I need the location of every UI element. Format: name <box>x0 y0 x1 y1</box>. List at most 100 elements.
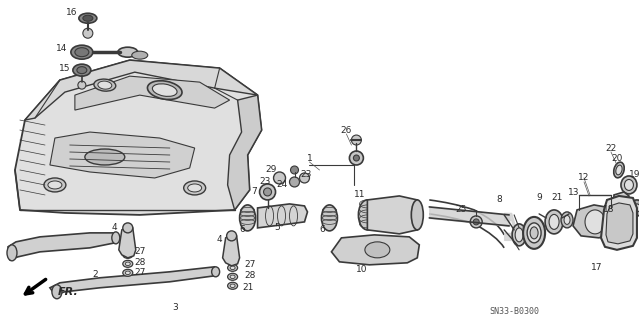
Polygon shape <box>75 76 230 110</box>
Text: 5: 5 <box>275 223 280 232</box>
Polygon shape <box>15 60 262 215</box>
Circle shape <box>349 151 364 165</box>
Ellipse shape <box>630 200 640 216</box>
Polygon shape <box>573 205 617 238</box>
Ellipse shape <box>7 245 17 261</box>
Ellipse shape <box>147 81 182 100</box>
Text: 22: 22 <box>605 144 616 152</box>
Text: 21: 21 <box>552 193 563 203</box>
Text: 14: 14 <box>56 44 68 53</box>
Text: 1: 1 <box>307 153 312 162</box>
Ellipse shape <box>321 205 337 231</box>
Text: 26: 26 <box>340 126 352 135</box>
Circle shape <box>353 155 360 161</box>
Circle shape <box>264 188 271 196</box>
Ellipse shape <box>123 269 132 276</box>
Ellipse shape <box>125 271 131 275</box>
Ellipse shape <box>230 275 235 278</box>
Ellipse shape <box>94 79 116 91</box>
Text: 18: 18 <box>604 205 615 214</box>
Text: FR.: FR. <box>58 287 79 297</box>
Circle shape <box>78 81 86 89</box>
Text: 12: 12 <box>579 174 589 182</box>
Text: 23: 23 <box>259 177 270 187</box>
Ellipse shape <box>125 253 131 256</box>
Text: 2: 2 <box>92 270 98 279</box>
Ellipse shape <box>527 223 541 243</box>
Ellipse shape <box>545 210 563 234</box>
Polygon shape <box>257 204 307 228</box>
Ellipse shape <box>77 67 87 74</box>
Ellipse shape <box>79 13 97 23</box>
Ellipse shape <box>73 64 91 76</box>
Text: 17: 17 <box>591 263 603 272</box>
Ellipse shape <box>561 212 573 228</box>
Text: SN33-B0300: SN33-B0300 <box>489 307 539 316</box>
Polygon shape <box>601 196 637 250</box>
Ellipse shape <box>85 149 125 165</box>
Text: 10: 10 <box>356 265 367 274</box>
Ellipse shape <box>616 165 622 175</box>
Text: 9: 9 <box>536 193 542 203</box>
Ellipse shape <box>515 228 523 242</box>
Text: 28: 28 <box>244 271 255 280</box>
Ellipse shape <box>75 48 89 57</box>
Ellipse shape <box>228 282 237 289</box>
Text: 23: 23 <box>301 170 312 180</box>
Text: 6: 6 <box>319 226 325 234</box>
Ellipse shape <box>112 232 120 244</box>
Text: 27: 27 <box>134 268 145 277</box>
Ellipse shape <box>230 266 235 270</box>
Circle shape <box>260 184 276 200</box>
Circle shape <box>123 223 132 233</box>
Text: 16: 16 <box>66 8 77 17</box>
Circle shape <box>300 173 310 183</box>
Ellipse shape <box>585 210 605 234</box>
Ellipse shape <box>228 273 237 280</box>
Ellipse shape <box>412 200 423 230</box>
Ellipse shape <box>625 180 634 190</box>
Polygon shape <box>332 235 419 265</box>
Circle shape <box>473 219 479 225</box>
Text: 28: 28 <box>134 258 145 267</box>
Text: 25: 25 <box>456 205 467 214</box>
Polygon shape <box>50 267 218 295</box>
Text: 4: 4 <box>217 235 223 244</box>
Polygon shape <box>8 233 118 260</box>
Ellipse shape <box>564 215 570 224</box>
Ellipse shape <box>188 184 202 192</box>
Text: 4: 4 <box>112 223 118 232</box>
Circle shape <box>351 135 362 145</box>
Text: 21: 21 <box>242 283 253 292</box>
Ellipse shape <box>152 84 177 96</box>
Circle shape <box>289 177 300 187</box>
Polygon shape <box>50 132 195 178</box>
Polygon shape <box>25 60 257 120</box>
Text: 20: 20 <box>611 153 623 162</box>
Ellipse shape <box>358 200 376 230</box>
Ellipse shape <box>239 205 255 231</box>
Polygon shape <box>119 226 136 258</box>
Circle shape <box>291 166 298 174</box>
Ellipse shape <box>123 251 132 258</box>
Ellipse shape <box>530 227 538 239</box>
Text: 7: 7 <box>252 188 257 197</box>
Ellipse shape <box>365 242 390 258</box>
Ellipse shape <box>523 217 545 249</box>
Ellipse shape <box>549 214 559 229</box>
Ellipse shape <box>125 262 131 266</box>
Circle shape <box>273 172 285 184</box>
Ellipse shape <box>132 51 148 59</box>
Ellipse shape <box>184 181 205 195</box>
Ellipse shape <box>118 47 138 57</box>
Text: 27: 27 <box>134 247 145 256</box>
Text: 13: 13 <box>568 189 580 197</box>
Text: 11: 11 <box>354 190 365 199</box>
Ellipse shape <box>614 162 624 178</box>
Ellipse shape <box>634 204 640 212</box>
Ellipse shape <box>44 178 66 192</box>
Text: 24: 24 <box>276 181 287 189</box>
Polygon shape <box>223 234 239 266</box>
Polygon shape <box>367 196 419 234</box>
Ellipse shape <box>621 176 637 194</box>
